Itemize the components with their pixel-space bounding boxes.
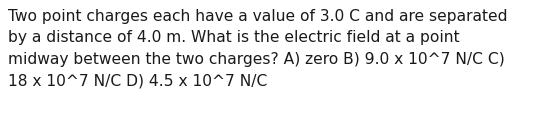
Text: Two point charges each have a value of 3.0 C and are separated
by a distance of : Two point charges each have a value of 3… xyxy=(8,9,508,89)
